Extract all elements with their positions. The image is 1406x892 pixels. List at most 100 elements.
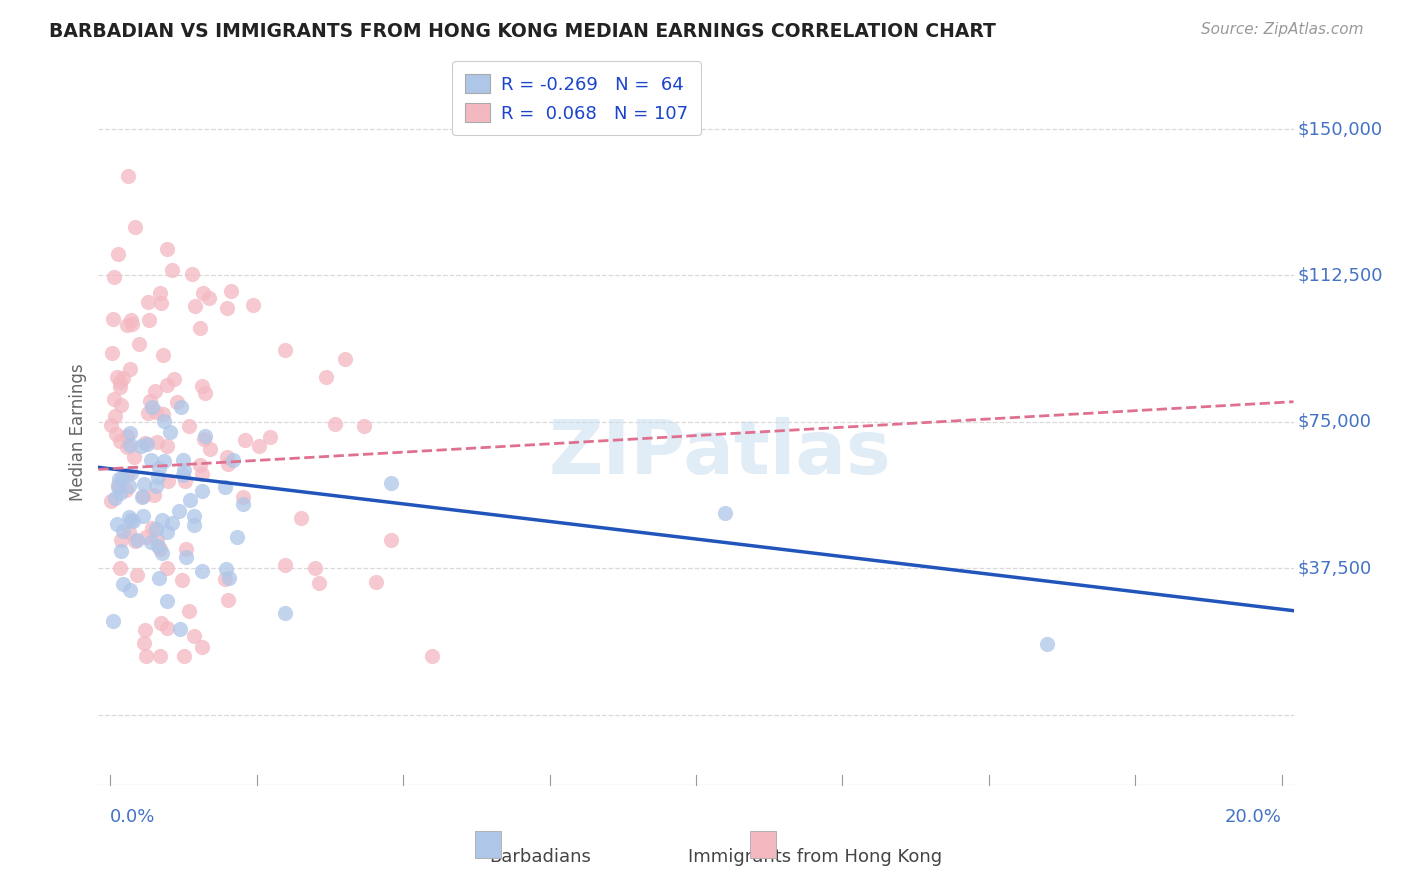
Point: [112, 524, 135, 539]
Point: [111, 471, 134, 485]
Point: [142, 488, 165, 502]
Point: [152, 454, 174, 468]
Point: [149, 541, 172, 556]
Point: [194, 429, 217, 443]
Y-axis label: Median Earnings: Median Earnings: [69, 364, 87, 501]
Point: [149, 649, 172, 664]
Point: [104, 409, 127, 423]
Point: [141, 400, 163, 414]
Point: [160, 262, 183, 277]
Point: [179, 492, 201, 507]
Point: [194, 386, 217, 401]
Point: [117, 169, 139, 183]
Point: [120, 513, 142, 527]
Point: [108, 376, 131, 390]
Point: [172, 453, 194, 467]
Text: 20.0%: 20.0%: [1225, 808, 1282, 826]
Point: [242, 298, 264, 312]
Point: [131, 439, 153, 453]
Point: [101, 614, 124, 628]
Point: [1036, 637, 1059, 651]
Point: [112, 371, 135, 385]
Point: [105, 370, 128, 384]
Point: [159, 425, 181, 440]
Point: [273, 606, 295, 620]
Point: [353, 418, 375, 433]
Point: [148, 470, 170, 484]
Point: [174, 541, 197, 556]
Point: [325, 417, 347, 431]
Point: [214, 480, 236, 494]
Point: [380, 533, 402, 548]
Point: [141, 521, 163, 535]
Point: [132, 476, 155, 491]
Point: [146, 532, 169, 546]
Point: [115, 468, 138, 483]
Point: [135, 530, 157, 544]
Point: [145, 479, 167, 493]
Point: [128, 337, 150, 351]
Text: 0.0%: 0.0%: [110, 808, 156, 826]
Point: [108, 473, 131, 487]
Point: [233, 433, 256, 447]
Point: [156, 561, 179, 575]
Point: [174, 550, 197, 565]
Point: [120, 313, 142, 327]
Text: BARBADIAN VS IMMIGRANTS FROM HONG KONG MEDIAN EARNINGS CORRELATION CHART: BARBADIAN VS IMMIGRANTS FROM HONG KONG M…: [49, 22, 995, 41]
Point: [132, 489, 155, 503]
Point: [127, 533, 149, 547]
Point: [170, 573, 193, 587]
Point: [214, 573, 236, 587]
Point: [259, 430, 281, 444]
Point: [146, 539, 169, 553]
Point: [139, 453, 162, 467]
Point: [162, 372, 184, 386]
Point: [150, 546, 173, 560]
Point: [136, 436, 159, 450]
Point: [153, 415, 176, 429]
Point: [143, 384, 166, 398]
Point: [139, 394, 162, 409]
Point: [193, 432, 215, 446]
Point: [100, 494, 122, 508]
Point: [103, 392, 125, 406]
Bar: [749, 830, 776, 857]
Point: [150, 296, 173, 310]
Text: $75,000: $75,000: [1298, 413, 1371, 431]
Point: [131, 509, 153, 524]
Point: [333, 351, 356, 366]
Point: [135, 649, 157, 664]
Legend: R = -0.269   N =  64, R =  0.068   N = 107: R = -0.269 N = 64, R = 0.068 N = 107: [453, 62, 700, 136]
Point: [160, 516, 183, 531]
Point: [156, 593, 179, 607]
Point: [714, 506, 737, 520]
Point: [145, 404, 167, 418]
Point: [173, 649, 195, 664]
Point: [188, 321, 211, 335]
Point: [191, 379, 214, 393]
Point: [191, 564, 214, 578]
Point: [134, 436, 156, 450]
Point: [273, 343, 295, 357]
Text: Immigrants from Hong Kong: Immigrants from Hong Kong: [689, 848, 942, 866]
Text: $150,000: $150,000: [1298, 120, 1382, 138]
Point: [103, 270, 125, 285]
Point: [177, 419, 200, 434]
Point: [215, 450, 238, 465]
Point: [108, 380, 131, 394]
Point: [127, 567, 149, 582]
Point: [222, 453, 245, 467]
Point: [191, 286, 214, 301]
Point: [115, 440, 138, 454]
Point: [155, 242, 177, 256]
Point: [380, 476, 402, 491]
Point: [145, 522, 167, 536]
Point: [166, 395, 188, 409]
Point: [290, 511, 312, 525]
Point: [217, 592, 239, 607]
Point: [124, 533, 146, 548]
Point: [120, 362, 142, 376]
Point: [181, 267, 204, 281]
Point: [104, 427, 127, 442]
Point: [225, 529, 247, 543]
